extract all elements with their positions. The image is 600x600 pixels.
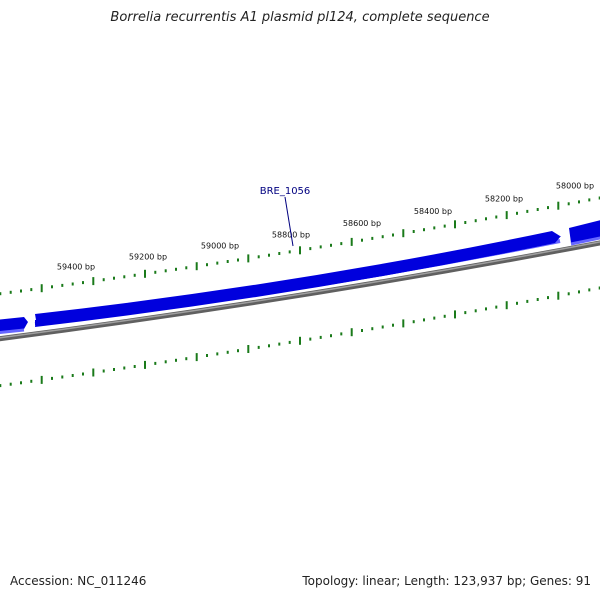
accession-label: Accession: NC_011246	[10, 574, 147, 588]
topology-summary: Topology: linear; Length: 123,937 bp; Ge…	[302, 574, 591, 588]
gene-label[interactable]: BRE_1056	[260, 186, 311, 197]
ruler-label: 59400 bp	[57, 263, 95, 272]
gene-feature-left[interactable]	[0, 317, 28, 332]
map-title: Borrelia recurrentis A1 plasmid pl124, c…	[110, 10, 490, 25]
inner-ruler	[0, 286, 600, 388]
ruler-label: 59000 bp	[201, 242, 239, 251]
gene-feature-body[interactable]	[35, 231, 560, 327]
plasmid-backbone-highlight	[0, 241, 600, 339]
gene-label-leader	[284, 196, 294, 247]
ruler-label: 58000 bp	[556, 182, 594, 191]
gene-feature-left-shadow	[0, 328, 25, 334]
plasmid-backbone	[0, 240, 600, 342]
ruler-label: 58200 bp	[485, 195, 523, 204]
ruler-label: 58600 bp	[343, 219, 381, 228]
gene-feature-right[interactable]	[569, 219, 600, 243]
ruler-label: 59200 bp	[129, 252, 167, 261]
ruler-label: 58400 bp	[414, 207, 452, 216]
gene-feature-right-shadow	[570, 236, 600, 246]
